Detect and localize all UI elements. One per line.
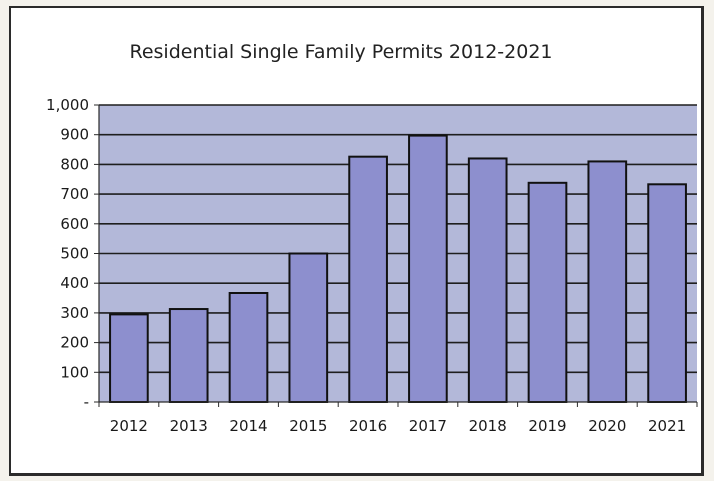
bar-2018	[467, 157, 508, 403]
bar-2012	[109, 313, 149, 404]
y-tick-label-1000: 1,000	[46, 96, 89, 114]
x-tick-label-2016: 2016	[349, 417, 387, 435]
x-tick-label-2013: 2013	[170, 417, 208, 435]
x-tick-label-2014: 2014	[229, 417, 267, 435]
x-tick-label-2012: 2012	[110, 417, 148, 435]
y-tick-label-900: 900	[60, 126, 89, 144]
y-tick-label-400: 400	[60, 274, 89, 292]
y-tick-label-500: 500	[60, 245, 89, 263]
bar-2016	[348, 155, 388, 403]
bar-2013	[168, 308, 209, 403]
x-tick-label-2020: 2020	[588, 417, 626, 435]
bar-2014	[228, 292, 269, 404]
bar-2017	[408, 134, 448, 403]
bar-2015	[288, 252, 329, 403]
bar-chart: Residential Single Family Permits 2012-2…	[46, 41, 698, 435]
y-tick-label-300: 300	[60, 304, 89, 322]
chart-frame: Residential Single Family Permits 2012-2…	[9, 6, 704, 476]
x-tick-label-2015: 2015	[289, 417, 327, 435]
x-tick-label-2018: 2018	[469, 417, 507, 435]
x-axis-ticks: 2012 2013 2014 2015 2016 2017 2018 2019 2020 2021	[98, 402, 698, 435]
chart-title: Residential Single Family Permits 2012-2…	[129, 41, 552, 63]
y-tick-label-200: 200	[60, 334, 89, 352]
y-tick-label-700: 700	[60, 185, 89, 203]
x-tick-label-2019: 2019	[528, 417, 566, 435]
y-axis-ticks: - 100 200 300 400 500 600 700 800 900 1,000	[46, 96, 99, 411]
x-tick-label-2017: 2017	[409, 417, 447, 435]
x-tick-label-2021: 2021	[648, 417, 686, 435]
bar-2020	[587, 160, 628, 403]
bar-2021	[647, 183, 687, 403]
y-tick-label-800: 800	[60, 155, 89, 173]
bar-2019	[527, 181, 568, 403]
y-tick-label-600: 600	[60, 215, 89, 233]
y-tick-label-0: -	[84, 393, 89, 411]
y-tick-label-100: 100	[60, 363, 89, 381]
